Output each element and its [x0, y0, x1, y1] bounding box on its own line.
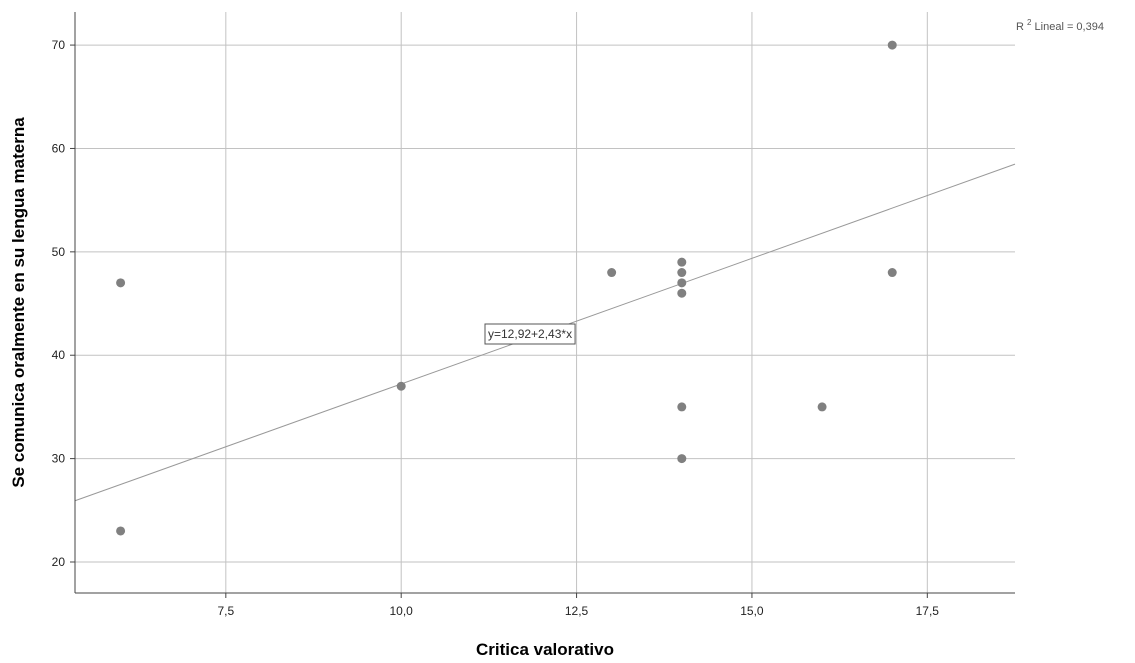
data-point	[677, 402, 687, 412]
equation-annotation: y=12,92+2,43*x	[484, 323, 576, 345]
r2-suffix: Lineal = 0,394	[1035, 21, 1104, 33]
x-tick-label: 15,0	[740, 604, 764, 618]
y-tick-label: 40	[52, 348, 66, 362]
y-tick-label: 50	[52, 245, 66, 259]
y-tick-labels: 20 30 40 50 60 70	[52, 38, 66, 569]
data-point	[116, 278, 126, 288]
data-point	[677, 257, 687, 267]
data-point	[887, 268, 897, 278]
y-axis-title: Se comunica oralmente en su lengua mater…	[9, 117, 28, 488]
data-point	[396, 381, 406, 391]
y-tick-label: 70	[52, 38, 66, 52]
data-point	[677, 454, 687, 464]
x-tick-label: 10,0	[390, 604, 414, 618]
y-tick-label: 30	[52, 452, 66, 466]
y-tick-label: 60	[52, 141, 66, 155]
r2-label: R 2 Lineal = 0,394	[1016, 16, 1104, 33]
x-tick-label: 12,5	[565, 604, 589, 618]
r2-superscript: 2	[1027, 18, 1032, 27]
x-tick-labels: 7,5 10,0 12,5 15,0 17,5	[217, 604, 939, 618]
grid-lines	[75, 12, 1015, 593]
data-point	[677, 278, 687, 288]
equation-label: y=12,92+2,43*x	[488, 327, 572, 341]
equation-box	[484, 323, 576, 345]
y-tick-label: 20	[52, 555, 66, 569]
x-tick-label: 17,5	[916, 604, 940, 618]
x-axis-title: Critica valorativo	[476, 640, 614, 659]
data-point	[677, 268, 687, 278]
data-point	[677, 288, 687, 298]
x-tick-label: 7,5	[217, 604, 234, 618]
axes	[70, 12, 1015, 598]
data-point	[887, 40, 897, 50]
data-points	[116, 40, 897, 536]
data-point	[607, 268, 617, 278]
r2-prefix: R	[1016, 21, 1024, 33]
data-point	[116, 526, 126, 536]
data-point	[817, 402, 827, 412]
